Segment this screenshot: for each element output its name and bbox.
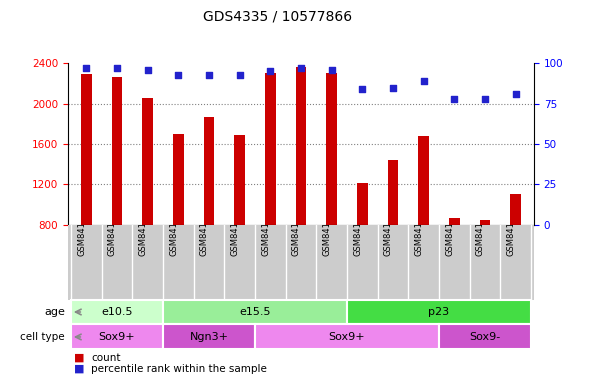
Text: GSM841167: GSM841167 <box>415 205 424 256</box>
Bar <box>71 324 163 349</box>
Bar <box>510 194 521 225</box>
Text: GSM841164: GSM841164 <box>231 205 240 256</box>
Point <box>419 78 428 84</box>
Bar <box>418 136 429 225</box>
Bar <box>357 183 368 225</box>
Point <box>204 71 214 78</box>
Bar <box>449 218 460 225</box>
Point <box>450 96 459 102</box>
Point <box>511 91 520 97</box>
Text: GSM841160: GSM841160 <box>292 205 301 256</box>
Text: Sox9+: Sox9+ <box>329 332 365 342</box>
Text: Sox9+: Sox9+ <box>99 332 135 342</box>
Point <box>173 71 183 78</box>
Text: count: count <box>91 353 121 363</box>
Bar <box>265 73 276 225</box>
Text: GSM841159: GSM841159 <box>261 205 270 256</box>
Bar <box>163 324 255 349</box>
Point <box>266 68 275 74</box>
Point <box>327 67 336 73</box>
Text: e10.5: e10.5 <box>101 307 133 317</box>
Text: GSM841166: GSM841166 <box>384 205 393 256</box>
Bar <box>439 324 531 349</box>
Bar <box>255 324 439 349</box>
Bar <box>71 300 163 324</box>
Text: GSM841156: GSM841156 <box>77 205 86 256</box>
Bar <box>388 160 398 225</box>
Point <box>388 84 398 91</box>
Text: Sox9-: Sox9- <box>469 332 500 342</box>
Point <box>235 71 244 78</box>
Text: Ngn3+: Ngn3+ <box>189 332 228 342</box>
Text: GSM841162: GSM841162 <box>169 205 178 256</box>
Text: GSM841158: GSM841158 <box>139 205 148 256</box>
Text: percentile rank within the sample: percentile rank within the sample <box>91 364 267 374</box>
Text: GSM841163: GSM841163 <box>200 205 209 256</box>
Text: GSM841161: GSM841161 <box>323 205 332 256</box>
Bar <box>112 78 122 225</box>
Bar <box>81 74 91 225</box>
Bar <box>173 134 183 225</box>
Bar <box>204 117 214 225</box>
Text: GSM841170: GSM841170 <box>507 205 516 256</box>
Text: ■: ■ <box>74 364 84 374</box>
Text: p23: p23 <box>428 307 450 317</box>
Point <box>480 96 490 102</box>
Text: e15.5: e15.5 <box>239 307 271 317</box>
Point <box>81 65 91 71</box>
Bar <box>326 73 337 225</box>
Text: cell type: cell type <box>20 332 65 342</box>
Text: GSM841168: GSM841168 <box>445 205 454 256</box>
Point <box>112 65 122 71</box>
Bar <box>480 220 490 225</box>
Bar <box>296 68 306 225</box>
Bar <box>347 300 531 324</box>
Point <box>358 86 367 92</box>
Bar <box>163 300 347 324</box>
Bar <box>142 98 153 225</box>
Text: GSM841169: GSM841169 <box>476 205 485 256</box>
Point <box>296 65 306 71</box>
Text: age: age <box>44 307 65 317</box>
Bar <box>234 135 245 225</box>
Text: GDS4335 / 10577866: GDS4335 / 10577866 <box>203 10 352 23</box>
Text: GSM841157: GSM841157 <box>108 205 117 256</box>
Text: ■: ■ <box>74 353 84 363</box>
Point <box>143 67 152 73</box>
Text: GSM841165: GSM841165 <box>353 205 362 256</box>
